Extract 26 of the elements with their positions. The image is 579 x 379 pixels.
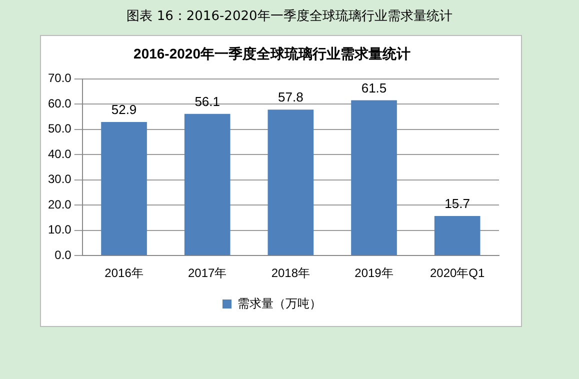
y-tick-label: 50.0	[48, 122, 72, 136]
bar	[184, 114, 230, 256]
x-tick-label: 2016年	[104, 266, 144, 280]
data-label: 15.7	[444, 196, 470, 212]
text: 图表 16：2016-2020年一季度全球琉璃行业需求量统计	[126, 8, 454, 25]
data-label: 57.8	[278, 90, 304, 105]
legend-label: 需求量（万吨）	[238, 296, 322, 310]
x-tick-label: 2019年	[354, 266, 394, 280]
y-tick-label: 0.0	[54, 248, 72, 262]
chart-title: 2016-2020年一季度全球琉璃行业需求量统计	[134, 45, 410, 62]
data-label: 56.1	[194, 94, 220, 109]
data-label: 52.9	[111, 102, 137, 118]
y-tick-label: 10.0	[48, 222, 72, 237]
x-tick-label: 2017年	[188, 266, 227, 280]
bar	[101, 122, 147, 256]
x-tick-label: 2020年Q1	[430, 266, 486, 280]
y-tick-label: 40.0	[48, 146, 72, 161]
y-tick-label: 20.0	[48, 197, 72, 212]
x-tick-label: 2018年	[271, 266, 310, 280]
y-tick-label: 60.0	[48, 96, 72, 110]
bar	[351, 100, 397, 256]
data-label: 61.5	[361, 80, 387, 96]
y-tick-label: 30.0	[48, 172, 72, 186]
bar	[434, 216, 480, 256]
y-tick-label: 70.0	[48, 71, 72, 86]
bar	[268, 110, 314, 256]
